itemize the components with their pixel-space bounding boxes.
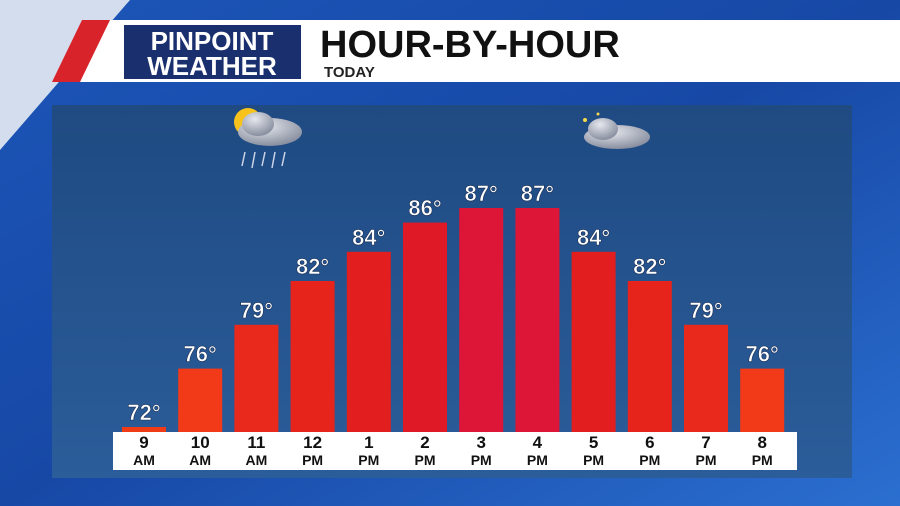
chart-panel [52,105,852,478]
night-cloud-icon [583,112,650,149]
value-label: 87° [521,181,554,206]
bar [122,427,166,432]
bars: 72° 9 AM 76° 10 AM 79° 11 AM 82° 12 PM 84° 1 PM 86° 2 PM 8… [122,181,785,468]
x-tick-label: 7 PM [696,433,717,468]
x-tick-label: 5 PM [583,433,604,468]
label-strip [113,432,797,470]
x-tick-label: 2 PM [415,433,436,468]
x-tick-label: 11 AM [246,433,268,468]
logo-box [124,25,301,79]
header-accent [52,20,110,82]
bar [403,222,447,432]
rain-icon [234,108,302,169]
x-tick-label: 9 AM [133,433,155,468]
value-label: 72° [127,400,160,425]
x-tick-label: 1 PM [358,433,379,468]
value-label: 82° [633,254,666,279]
logo-line: PINPOINT [151,26,274,56]
value-label: 86° [408,196,441,221]
value-label: 84° [577,225,610,250]
x-tick-label: 3 PM [471,433,492,468]
bar [740,368,785,432]
bar [178,368,223,432]
bar [684,324,728,432]
logo-line: WEATHER [147,51,277,81]
x-tick-label: 10 AM [189,433,211,468]
x-tick-label: 12 PM [302,433,323,468]
bar [459,208,504,432]
bar [346,251,391,432]
bar [290,281,335,432]
bar [234,324,279,432]
value-label: 79° [240,298,273,323]
title: HOUR-BY-HOUR [320,24,620,66]
x-tick-label: 4 PM [527,433,548,468]
value-label: 82° [296,254,329,279]
subtitle: TODAY [324,64,375,81]
value-label: 87° [465,181,498,206]
value-label: 76° [184,342,217,367]
bar [515,208,560,432]
value-label: 76° [746,342,779,367]
x-tick-label: 6 PM [639,433,660,468]
bar [571,251,616,432]
value-label: 84° [352,225,385,250]
bar [627,281,672,432]
x-tick-label: 8 PM [752,433,773,468]
value-label: 79° [689,298,722,323]
